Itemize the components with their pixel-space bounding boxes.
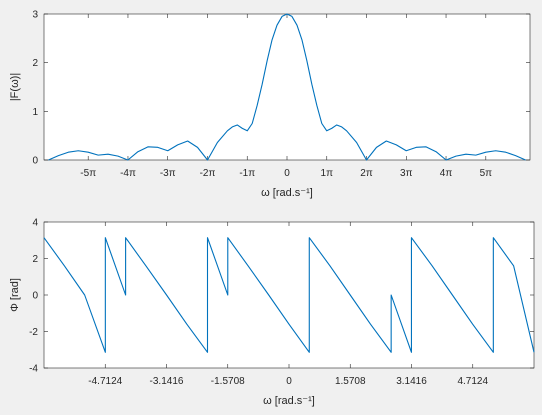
- x-tick-label: -5π: [80, 168, 96, 179]
- x-tick-label: 0: [286, 376, 292, 387]
- y-tick-label: 0: [32, 156, 38, 167]
- x-tick-label: 1.5708: [335, 376, 366, 387]
- x-tick-label: -3.1416: [150, 376, 184, 387]
- y-tick-label: 2: [32, 254, 38, 265]
- x-tick-label: -1π: [239, 168, 255, 179]
- x-tick-label: 3.1416: [396, 376, 427, 387]
- x-tick-label: -4.7124: [88, 376, 122, 387]
- y-tick-label: -2: [29, 327, 38, 338]
- y-axis-label: |F(ω)|: [9, 73, 21, 101]
- x-tick-label: 0: [284, 168, 290, 179]
- x-tick-label: -1.5708: [211, 376, 245, 387]
- x-axis-label: ω [rad.s⁻¹]: [263, 395, 315, 407]
- x-tick-label: 4π: [440, 168, 453, 179]
- x-axis-label: ω [rad.s⁻¹]: [261, 187, 313, 199]
- x-tick-label: 4.7124: [457, 376, 488, 387]
- x-tick-label: -2π: [200, 168, 216, 179]
- series-line: [43, 237, 535, 353]
- x-tick-label: -3π: [160, 168, 176, 179]
- plot-area: [43, 221, 535, 369]
- x-tick-label: 1π: [321, 168, 334, 179]
- magnitude-plot: 0 1 2 3 -5π -4π -3π -2π -1π 0 1π 2π 3π 4π 5π ω [rad.s⁻¹…: [9, 10, 531, 199]
- x-tick-label: 2π: [360, 168, 373, 179]
- y-tick-label: 1: [32, 107, 38, 118]
- y-tick-label: -4: [29, 364, 38, 375]
- y-tick-label: 3: [32, 10, 38, 21]
- phase-plot: -4 -2 0 2 4 -4.7124 -3.1416 -1.5708 0 1.5708 3.141…: [9, 218, 535, 407]
- x-tick-label: -4π: [120, 168, 136, 179]
- y-axis-label: Φ [rad]: [9, 278, 21, 312]
- y-tick-label: 4: [32, 218, 38, 229]
- y-tick-label: 0: [32, 291, 38, 302]
- plot-area: [43, 13, 531, 161]
- x-tick-label: 5π: [480, 168, 493, 179]
- series-line: [48, 13, 526, 161]
- y-tick-label: 2: [32, 58, 38, 69]
- x-tick-label: 3π: [400, 168, 413, 179]
